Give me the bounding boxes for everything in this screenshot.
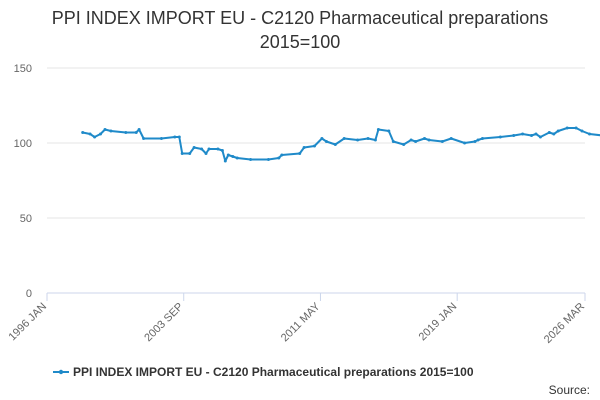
data-point[interactable] [231,155,235,158]
data-point[interactable] [373,138,377,142]
data-point[interactable] [530,134,533,137]
data-point[interactable] [580,129,584,133]
data-point[interactable] [333,143,337,146]
data-point[interactable] [449,137,453,140]
x-tick-label: 2011 MAY [279,300,323,344]
data-point[interactable] [574,126,578,130]
data-point[interactable] [402,143,406,146]
data-point[interactable] [216,147,220,151]
y-axis-labels: 0 50 100 150 [14,63,32,300]
data-point[interactable] [476,138,480,142]
data-point[interactable] [409,138,413,142]
chart-title-line-2: 2015=100 [260,32,341,52]
data-point[interactable] [556,129,560,133]
data-point[interactable] [376,128,380,131]
series-line[interactable] [81,101,600,162]
data-point[interactable] [366,137,370,140]
data-point[interactable] [565,126,569,130]
x-tick-label: 2026 MAR [542,301,587,346]
data-point[interactable] [423,137,426,140]
data-point[interactable] [180,152,184,155]
data-point[interactable] [320,137,324,140]
data-point[interactable] [302,146,306,149]
legend-label[interactable]: PPI INDEX IMPORT EU - C2120 Pharmaceutic… [73,365,474,379]
data-point[interactable] [235,156,239,160]
data-point[interactable] [93,135,97,139]
data-point[interactable] [481,137,484,140]
data-point[interactable] [342,137,346,140]
x-tick-label: 2019 JAN [417,301,460,344]
chart-title-line-1: PPI INDEX IMPORT EU - C2120 Pharmaceutic… [52,8,549,28]
data-point[interactable] [200,147,204,151]
data-point[interactable] [99,132,102,136]
y-tick-label: 50 [20,213,32,225]
data-point[interactable] [226,153,230,157]
legend[interactable]: PPI INDEX IMPORT EU - C2120 Pharmaceutic… [53,365,474,379]
data-point[interactable] [124,131,128,134]
data-point[interactable] [324,140,328,143]
data-point[interactable] [534,132,538,136]
data-point[interactable] [280,153,284,157]
data-point[interactable] [109,129,113,133]
legend-marker-symbol [58,369,64,375]
data-point[interactable] [498,135,502,139]
y-tick-label: 0 [26,288,32,300]
data-point[interactable] [427,138,431,142]
data-point[interactable] [192,146,196,149]
data-point[interactable] [277,156,281,160]
series-layer [81,101,600,163]
data-point[interactable] [142,137,146,140]
data-point[interactable] [103,128,107,131]
data-point[interactable] [387,129,391,133]
data-point[interactable] [249,158,253,161]
data-point[interactable] [414,140,418,143]
data-point[interactable] [223,159,227,163]
x-axis-labels: 1996 JAN 2003 SEP 2011 MAY 2019 JAN 2026 MAR [6,300,587,346]
data-point[interactable] [547,131,551,134]
chart-title: PPI INDEX IMPORT EU - C2120 Pharmaceutic… [52,8,549,52]
data-point[interactable] [81,131,85,134]
data-point[interactable] [391,140,395,143]
data-point[interactable] [588,132,591,136]
data-point[interactable] [552,132,556,136]
source-label: Source: [549,383,590,397]
data-point[interactable] [88,132,92,136]
x-tick-label: 1996 JAN [6,301,49,344]
data-point[interactable] [440,140,444,143]
data-point[interactable] [173,135,177,139]
y-tick-label: 150 [14,63,32,75]
data-point[interactable] [538,135,542,139]
data-point[interactable] [207,147,211,151]
data-point[interactable] [463,141,467,145]
data-point[interactable] [473,140,477,143]
data-point[interactable] [521,132,525,136]
data-point[interactable] [134,131,138,134]
x-axis-ticks [46,293,586,301]
data-point[interactable] [159,137,163,140]
y-tick-label: 100 [14,138,32,150]
data-point[interactable] [512,134,516,137]
data-point[interactable] [313,144,316,148]
x-tick-label: 2003 SEP [142,301,186,345]
data-point[interactable] [137,128,141,131]
data-point[interactable] [298,152,302,155]
data-point[interactable] [177,135,181,139]
data-point[interactable] [204,152,208,155]
data-point[interactable] [220,149,224,152]
y-gridlines [47,67,585,219]
data-point[interactable] [188,152,192,155]
data-point[interactable] [356,138,360,142]
data-point[interactable] [266,158,270,161]
